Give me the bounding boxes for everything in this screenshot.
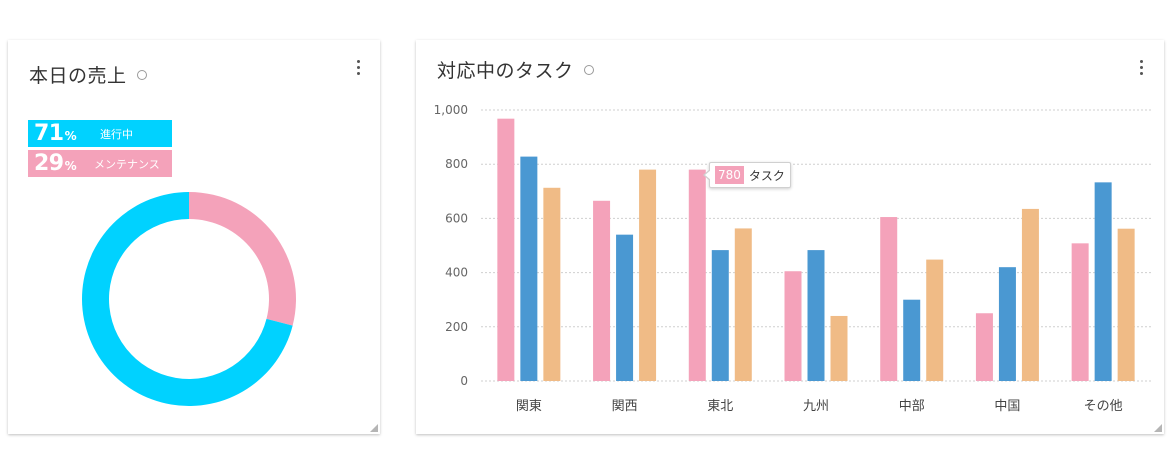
y-tick-label: 400 — [445, 266, 468, 280]
bar[interactable] — [639, 169, 657, 381]
x-tick-label: 中国 — [994, 399, 1020, 414]
x-tick-label: 関西 — [612, 399, 638, 414]
bar[interactable] — [926, 259, 944, 381]
bar[interactable] — [807, 250, 825, 381]
bar[interactable] — [711, 250, 729, 381]
y-tick-label: 0 — [460, 374, 468, 388]
status-circle-icon — [583, 64, 594, 75]
tasks-card: 対応中のタスク 0 200 400 600 800 1,000 関東 関西 東北 九州 中部 中国 その… — [416, 40, 1164, 434]
tooltip-value: 780 — [715, 166, 744, 184]
status-circle-icon — [136, 69, 147, 80]
y-tick-label: 800 — [445, 157, 468, 171]
x-tick-label: 東北 — [707, 398, 733, 414]
bar[interactable] — [616, 234, 634, 381]
x-tick-label: 中部 — [899, 399, 925, 414]
donut-chart — [81, 192, 296, 406]
bar[interactable] — [520, 156, 538, 381]
legend-item-in-progress: 71% 進行中 — [28, 120, 172, 147]
kebab-menu-icon[interactable] — [355, 60, 361, 82]
bar[interactable] — [830, 315, 848, 381]
bar[interactable] — [998, 267, 1016, 381]
legend-label: 進行中 — [100, 127, 133, 141]
resize-handle-icon[interactable] — [370, 424, 378, 432]
tooltip-label: タスク — [748, 168, 785, 183]
resize-handle-icon[interactable] — [1154, 424, 1162, 432]
bar[interactable] — [1094, 182, 1112, 381]
tasks-card-title: 対応中のタスク — [437, 56, 594, 83]
y-tick-label: 200 — [445, 320, 468, 334]
sales-card-title: 本日の売上 — [29, 61, 147, 88]
bar[interactable] — [1071, 243, 1089, 381]
bar[interactable] — [734, 228, 752, 381]
legend-percent: 29% — [34, 151, 77, 176]
sales-card: 本日の売上 71% 進行中 29% メンテナンス — [8, 40, 380, 434]
x-tick-label: 関東 — [516, 398, 542, 414]
bar[interactable] — [784, 271, 802, 381]
bar[interactable] — [903, 299, 921, 381]
bar[interactable] — [497, 118, 515, 381]
y-tick-label: 1,000 — [434, 103, 468, 117]
legend-percent: 71% — [34, 121, 77, 146]
chart-tooltip: 780 タスク — [703, 162, 791, 188]
bar[interactable] — [880, 217, 898, 381]
legend-label: メンテナンス — [94, 157, 160, 171]
legend-item-maintenance: 29% メンテナンス — [28, 150, 172, 177]
kebab-menu-icon[interactable] — [1138, 60, 1144, 82]
donut-slice-maintenance[interactable] — [189, 192, 296, 326]
bar[interactable] — [593, 200, 611, 381]
bar[interactable] — [543, 187, 561, 381]
bar[interactable] — [688, 169, 706, 381]
y-tick-label: 600 — [445, 211, 468, 225]
bar-chart: 0 200 400 600 800 1,000 関東 関西 東北 九州 中部 中国 その他 — [434, 103, 1151, 414]
bar[interactable] — [975, 313, 993, 381]
x-tick-label: 九州 — [803, 399, 829, 414]
bar[interactable] — [1117, 228, 1135, 381]
x-tick-label: その他 — [1084, 399, 1123, 414]
bar[interactable] — [1021, 208, 1039, 381]
